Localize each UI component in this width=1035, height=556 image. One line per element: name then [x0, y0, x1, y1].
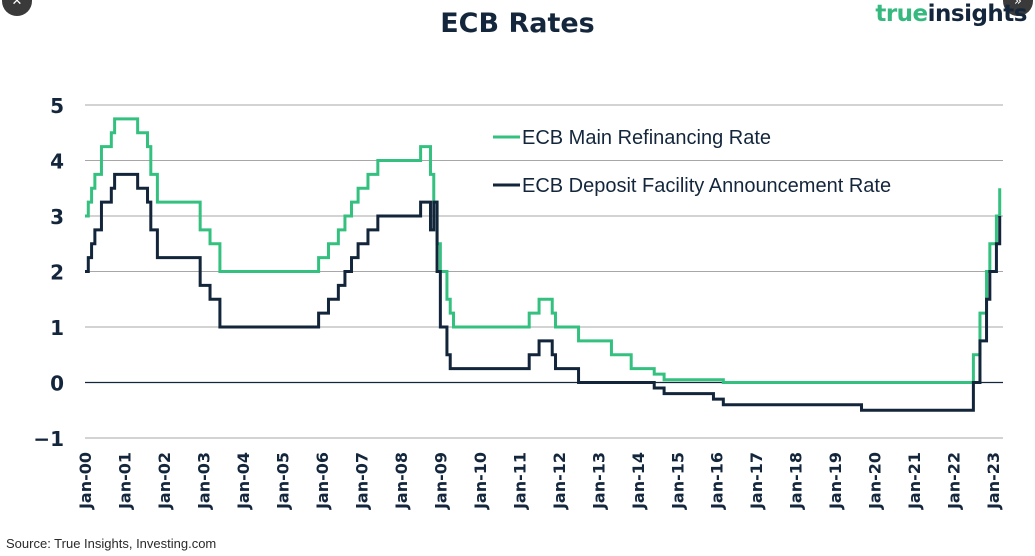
chart-title: ECB Rates [440, 8, 595, 39]
y-tick-label: 1 [50, 316, 64, 340]
x-tick-label: Jan-11 [510, 452, 529, 510]
x-tick-label: Jan-22 [945, 452, 964, 510]
brand-logo-part2: insights [927, 1, 1028, 27]
legend-label-deposit: ECB Deposit Facility Announcement Rate [522, 175, 891, 197]
y-tick-label: 2 [50, 261, 64, 285]
expand-button[interactable]: » [1003, 0, 1033, 16]
x-tick-label: Jan-13 [589, 452, 608, 510]
legend-label-refi: ECB Main Refinancing Rate [522, 127, 771, 149]
x-tick-label: Jan-16 [708, 452, 727, 510]
x-tick-label: Jan-19 [826, 452, 845, 510]
x-tick-label: Jan-21 [905, 452, 924, 510]
x-tick-label: Jan-09 [431, 452, 450, 510]
x-tick-label: Jan-08 [392, 452, 411, 510]
x-tick-label: Jan-10 [471, 452, 490, 510]
close-icon: ✕ [11, 0, 23, 9]
x-tick-label: Jan-03 [194, 452, 213, 510]
series-line-refi [85, 117, 1002, 384]
y-tick-label: 4 [50, 150, 64, 174]
x-tick-label: Jan-02 [155, 452, 174, 510]
brand-logo-part1: true [875, 1, 928, 27]
x-tick-label: Jan-20 [866, 452, 885, 510]
brand-logo: trueinsights [875, 1, 1027, 27]
x-tick-label: Jan-06 [313, 452, 332, 510]
x-tick-label: Jan-17 [747, 452, 766, 510]
y-tick-label: 5 [50, 94, 64, 118]
series-line-deposit [85, 172, 1002, 412]
x-tick-label: Jan-12 [550, 452, 569, 510]
y-tick-label: −1 [33, 427, 64, 451]
y-tick-label: 3 [50, 205, 64, 229]
x-tick-label: Jan-01 [115, 452, 134, 510]
x-tick-label: Jan-07 [352, 452, 371, 510]
source-note: Source: True Insights, Investing.com [6, 536, 217, 551]
x-tick-label: Jan-04 [234, 452, 253, 510]
x-tick-label: Jan-23 [984, 452, 1003, 510]
x-tick-label: Jan-14 [629, 452, 648, 510]
y-tick-label: 0 [50, 372, 64, 396]
x-tick-label: Jan-00 [76, 452, 95, 510]
chart-area: −1 0 1 2 3 4 5 Jan-00 Jan-01 Jan-02 Jan-03 Jan-04 Ja… [33, 94, 1003, 510]
double-chevron-icon: » [1014, 0, 1022, 9]
x-tick-label: Jan-15 [668, 452, 687, 510]
close-button[interactable]: ✕ [2, 0, 32, 16]
x-tick-label: Jan-18 [787, 452, 806, 510]
x-tick-label: Jan-05 [273, 452, 292, 510]
